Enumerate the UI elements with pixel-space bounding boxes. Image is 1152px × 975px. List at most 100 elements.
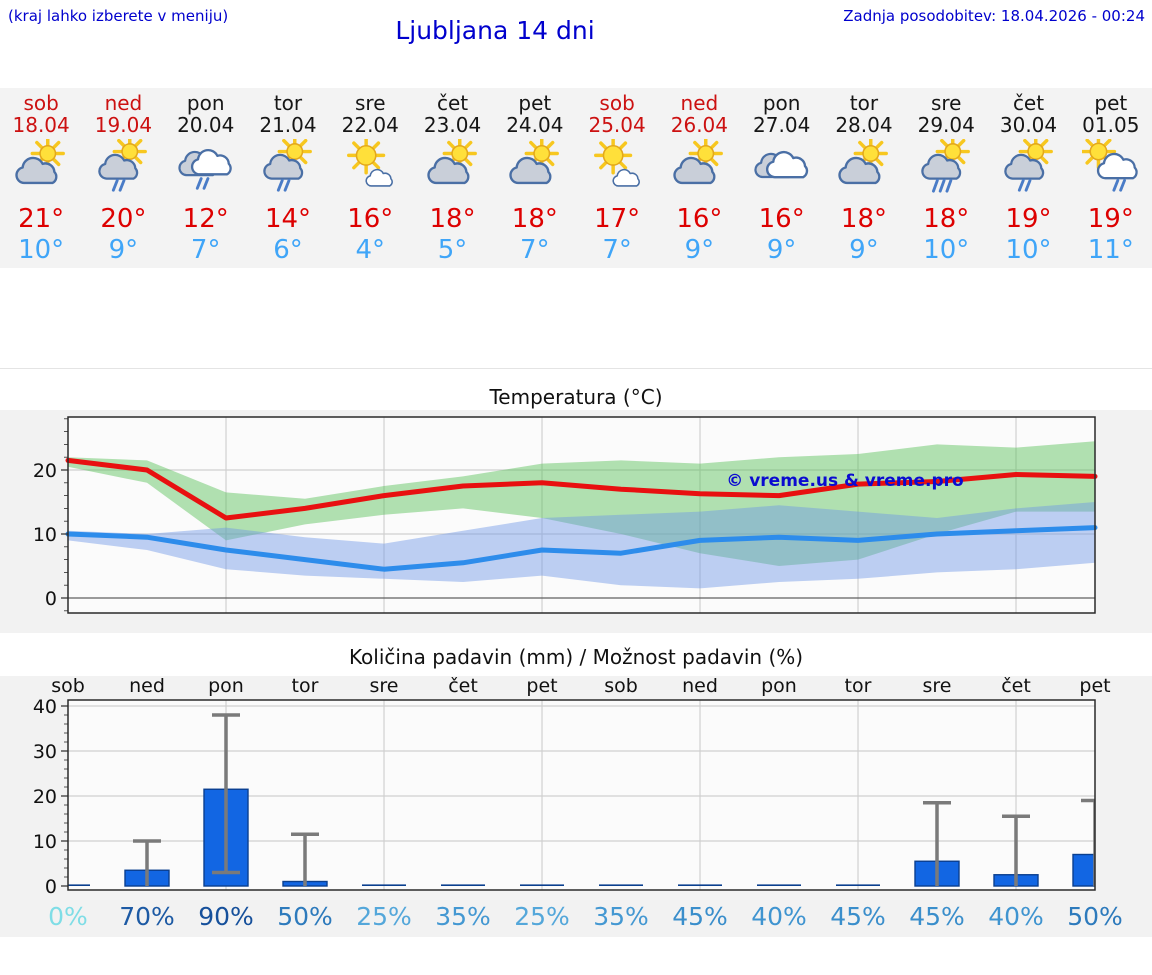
precip-day-label: tor <box>845 676 872 697</box>
high-temperature: 18° <box>923 204 970 234</box>
day-column-29.04: sre 29.04 18° 10° <box>905 88 987 268</box>
day-name: tor <box>273 91 303 115</box>
low-temperature: 7° <box>520 235 550 265</box>
day-name: tor <box>849 91 879 115</box>
day-name: čet <box>1012 91 1045 115</box>
day-column-27.04: pon 27.04 16° 9° <box>741 88 823 268</box>
day-column-21.04: tor 21.04 14° 6° <box>247 88 329 268</box>
day-date: 27.04 <box>753 113 811 137</box>
high-temperature: 19° <box>1087 204 1134 234</box>
sunny-cloud-icon <box>576 139 658 203</box>
day-name: ned <box>104 91 143 115</box>
page-title: Ljubljana 14 dni <box>395 16 595 45</box>
precip-probability: 0% <box>48 902 88 931</box>
partly-icon <box>823 139 905 203</box>
day-name: pet <box>1094 91 1128 115</box>
precip-probability: 50% <box>1067 902 1123 931</box>
day-column-30.04: čet 30.04 19° 10° <box>987 88 1069 268</box>
section-divider <box>0 368 1152 369</box>
low-temperature: 9° <box>684 235 715 265</box>
min-temperatura-line <box>65 525 1098 572</box>
cloudy-icon <box>741 139 823 203</box>
precip-probability: 40% <box>751 902 807 931</box>
y-tick-label: 20 <box>33 786 57 808</box>
day-name: pon <box>186 91 225 115</box>
precip-day-label: pet <box>526 676 557 697</box>
high-temperature: 16° <box>676 204 723 234</box>
low-temperature: 5° <box>437 235 468 265</box>
day-date: 20.04 <box>177 113 235 137</box>
y-tick-label: 0 <box>45 876 57 898</box>
y-tick-label: 0 <box>45 588 57 610</box>
watermark: © vreme.us & vreme.pro <box>726 471 963 491</box>
y-tick-label: 30 <box>33 741 57 763</box>
precip-day-label: pon <box>761 676 797 697</box>
partly-icon <box>0 139 82 203</box>
precip-day-label: čet <box>448 676 478 697</box>
day-name: sre <box>930 91 962 115</box>
precipitation-chart-title: Količina padavin (mm) / Možnost padavin … <box>348 645 804 669</box>
temperature-chart-figure: © vreme.us & vreme.pro 0 10 20 <box>0 410 1152 633</box>
day-column-20.04: pon 20.04 12° 7° <box>165 88 247 268</box>
max-temperatura-band <box>68 441 1095 566</box>
y-axis: 0 10 20 <box>33 418 68 612</box>
y-tick-label: 10 <box>33 524 57 546</box>
high-temperature: 21° <box>18 204 65 234</box>
high-temperature: 14° <box>264 204 312 234</box>
partly-heavy-rain-icon <box>905 139 987 203</box>
day-column-26.04: ned 26.04 16° 9° <box>658 88 740 268</box>
max-temperatura-line <box>65 457 1098 521</box>
precip-day-label: sob <box>604 676 638 697</box>
day-date: 23.04 <box>423 113 482 137</box>
partly-rain-icon <box>987 139 1069 203</box>
precip-probability: 25% <box>514 902 570 931</box>
partly-icon <box>411 139 493 203</box>
high-temperature: 20° <box>100 204 147 234</box>
y-tick-label: 40 <box>33 696 57 718</box>
precip-bar <box>678 884 722 886</box>
precip-day-label: sob <box>51 676 85 697</box>
precip-probability: 70% <box>119 902 175 931</box>
partly-icon <box>658 139 740 203</box>
day-date: 28.04 <box>835 113 893 137</box>
day-column-19.04: ned 19.04 20° 9° <box>82 88 164 268</box>
precip-bar <box>520 884 564 886</box>
precip-day-label: čet <box>1001 676 1031 697</box>
day-column-25.04: sob 25.04 17° 7° <box>576 88 658 268</box>
temperature-chart-title: Temperatura (°C) <box>489 385 663 409</box>
precip-day-label: pon <box>208 676 244 697</box>
day-name: sob <box>23 91 59 115</box>
precip-bar <box>1072 853 1095 887</box>
precip-bar <box>441 884 485 886</box>
partly-rain-icon <box>247 139 329 203</box>
day-date: 19.04 <box>94 113 153 137</box>
precip-probability: 25% <box>356 902 412 931</box>
low-temperature: 10° <box>1005 235 1052 265</box>
high-temperature: 12° <box>182 204 229 234</box>
day-column-23.04: čet 23.04 18° 5° <box>411 88 493 268</box>
precip-whiskers <box>133 713 1095 886</box>
low-temperature: 10° <box>923 235 970 265</box>
day-date: 01.05 <box>1082 113 1140 137</box>
day-name: ned <box>680 91 719 115</box>
precip-probability: 45% <box>830 902 886 931</box>
precip-probability: 35% <box>593 902 649 931</box>
min-temperatura-band <box>68 502 1095 589</box>
low-temperature: 7° <box>190 235 221 265</box>
day-date: 24.04 <box>506 113 564 137</box>
y-axis: 0 10 20 30 40 <box>33 696 68 898</box>
precip-day-label: sre <box>923 676 952 697</box>
high-temperature: 18° <box>429 204 476 234</box>
plot-border <box>67 699 1096 891</box>
high-temperature: 16° <box>347 204 394 234</box>
forecast-strip: sob 18.04 21° 10° ned 19.04 20° 9° pon 20.04 12… <box>0 88 1152 268</box>
partly-rain-icon <box>82 139 164 203</box>
day-column-28.04: tor 28.04 18° 9° <box>823 88 905 268</box>
day-date: 29.04 <box>917 113 975 137</box>
precip-day-label: ned <box>682 676 718 697</box>
day-date: 22.04 <box>341 113 399 137</box>
partly-rain-right-icon <box>1070 139 1152 203</box>
precipitation-chart-figure: sob ned pon tor sre čet pet sob ned pon tor sre čet p… <box>0 676 1152 937</box>
precip-probability: 40% <box>988 902 1044 931</box>
precipitation-chart: sob ned pon tor sre čet pet sob ned pon tor sre čet p… <box>33 676 1123 931</box>
